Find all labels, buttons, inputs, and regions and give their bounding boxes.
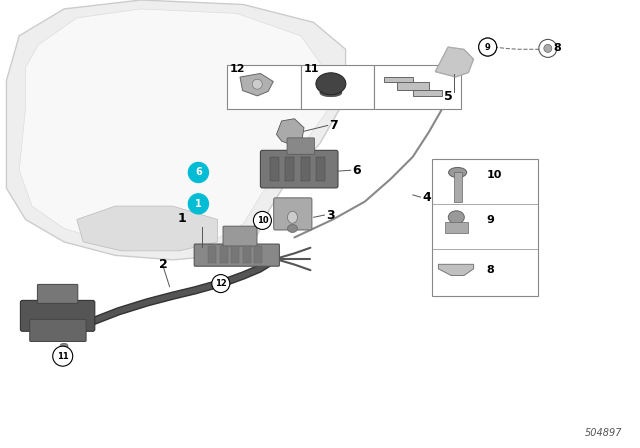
- Polygon shape: [19, 9, 326, 246]
- FancyBboxPatch shape: [194, 244, 280, 266]
- Text: 4: 4: [422, 190, 431, 204]
- Bar: [316, 157, 325, 181]
- FancyBboxPatch shape: [287, 138, 315, 154]
- Text: 504897: 504897: [584, 428, 622, 438]
- FancyBboxPatch shape: [29, 319, 86, 341]
- Text: 12: 12: [230, 64, 245, 73]
- Ellipse shape: [544, 44, 552, 52]
- Bar: [208, 246, 216, 263]
- Ellipse shape: [287, 211, 298, 223]
- FancyBboxPatch shape: [20, 301, 95, 331]
- Bar: [445, 222, 468, 233]
- Bar: [227, 65, 301, 109]
- Text: 12: 12: [215, 279, 227, 288]
- Polygon shape: [435, 47, 474, 77]
- Text: 2: 2: [159, 258, 168, 271]
- Bar: [231, 246, 239, 263]
- Circle shape: [52, 346, 73, 366]
- Text: 9: 9: [486, 215, 494, 224]
- Circle shape: [188, 163, 209, 182]
- FancyBboxPatch shape: [274, 198, 312, 230]
- Polygon shape: [77, 206, 218, 251]
- Text: 9: 9: [485, 43, 490, 52]
- Bar: [285, 157, 294, 181]
- Text: 7: 7: [330, 119, 339, 132]
- Polygon shape: [276, 119, 304, 145]
- Bar: [432, 159, 538, 296]
- Bar: [454, 172, 461, 202]
- Text: 11: 11: [57, 352, 68, 361]
- Ellipse shape: [449, 168, 467, 177]
- Bar: [301, 157, 310, 181]
- Text: 10: 10: [486, 170, 502, 180]
- Bar: [220, 246, 228, 263]
- Bar: [301, 65, 374, 109]
- Ellipse shape: [539, 39, 557, 57]
- Text: 5: 5: [444, 90, 452, 103]
- Circle shape: [212, 275, 230, 293]
- Polygon shape: [240, 73, 273, 96]
- Text: 8: 8: [553, 43, 561, 53]
- Text: 1: 1: [178, 211, 187, 225]
- Circle shape: [253, 211, 271, 229]
- Text: 11: 11: [303, 64, 319, 73]
- Ellipse shape: [449, 211, 465, 224]
- Ellipse shape: [484, 43, 492, 51]
- Ellipse shape: [60, 343, 68, 349]
- Text: 8: 8: [486, 265, 494, 275]
- FancyBboxPatch shape: [223, 226, 257, 246]
- FancyBboxPatch shape: [260, 151, 338, 188]
- Circle shape: [188, 194, 209, 214]
- Bar: [270, 157, 279, 181]
- Ellipse shape: [316, 73, 346, 95]
- FancyBboxPatch shape: [37, 284, 78, 303]
- Bar: [243, 246, 251, 263]
- Ellipse shape: [320, 89, 342, 97]
- Ellipse shape: [287, 224, 298, 233]
- Text: 10: 10: [257, 216, 268, 225]
- Text: 6: 6: [352, 164, 360, 177]
- Polygon shape: [438, 264, 474, 276]
- Text: 3: 3: [326, 208, 335, 222]
- Bar: [254, 246, 262, 263]
- Polygon shape: [384, 77, 442, 96]
- Text: 1: 1: [195, 199, 202, 209]
- Text: 6: 6: [195, 168, 202, 177]
- Bar: [374, 65, 461, 109]
- Circle shape: [479, 38, 497, 56]
- Ellipse shape: [252, 79, 262, 89]
- Ellipse shape: [479, 38, 497, 56]
- Polygon shape: [6, 0, 346, 260]
